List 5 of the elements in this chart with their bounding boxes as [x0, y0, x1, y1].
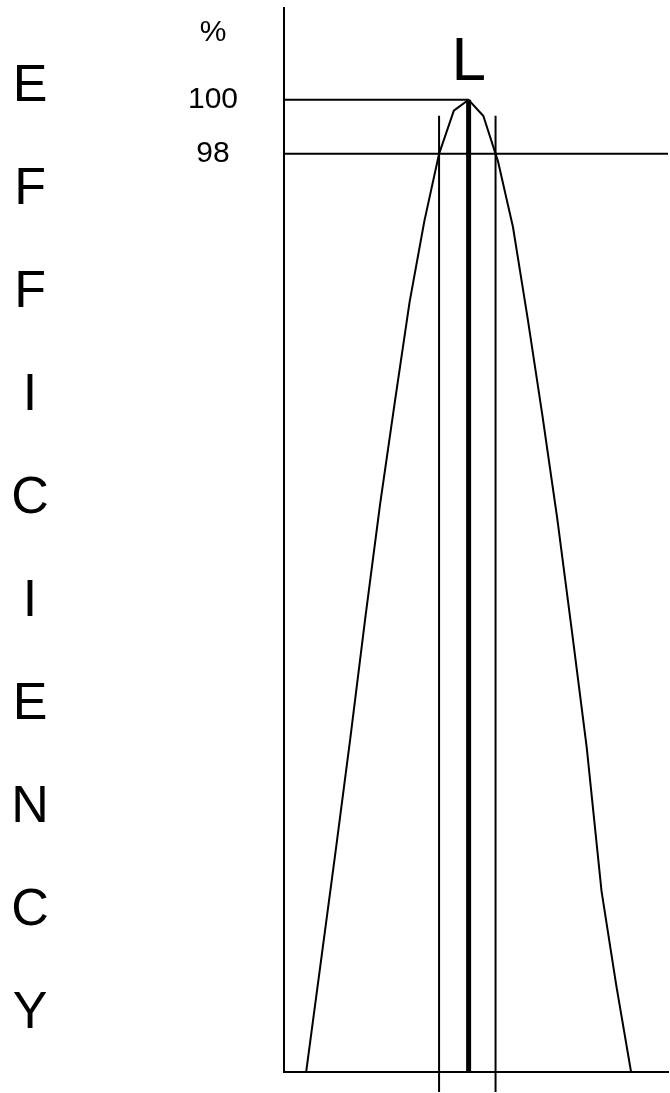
y-tick-label: 98 — [196, 135, 230, 169]
y-tick-label: 100 — [187, 81, 239, 115]
text: % — [199, 14, 227, 48]
text: EFFICIENCY — [11, 53, 49, 1039]
annotation: L — [451, 23, 486, 93]
